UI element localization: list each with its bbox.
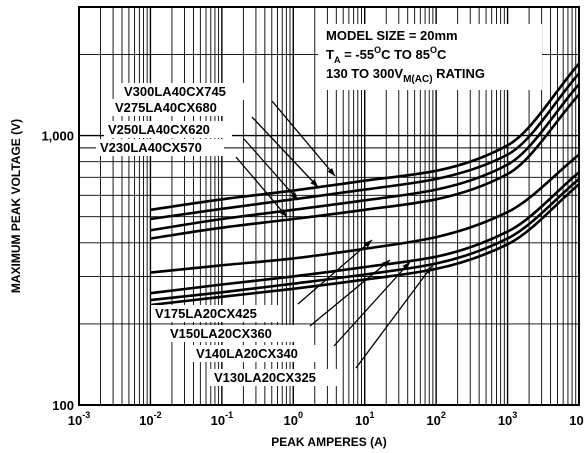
series-curves	[150, 62, 580, 307]
x-tick-label: 10-3	[68, 410, 90, 428]
x-tick-label: 104	[569, 410, 584, 428]
series-label-v250la40cx620: V250LA40CX620	[108, 122, 210, 137]
series-line-v230la40cx570	[150, 93, 580, 240]
series-arrow-v250la40cx620	[290, 192, 298, 200]
info-temp-t: T	[326, 47, 334, 62]
series-label-bg-v300la40cx745	[120, 83, 248, 100]
series-line-v130la20cx325	[150, 183, 580, 307]
info-rating: 130 TO 300VM(AC) RATING	[326, 66, 485, 85]
series-leader-v150la20cx360	[309, 259, 391, 327]
info-temp-end: C	[437, 47, 447, 62]
series-label-bg-v230la40cx570	[96, 139, 224, 156]
info-box-background	[318, 24, 542, 90]
series-label-v230la40cx570: V230LA40CX570	[100, 140, 202, 155]
info-rating-prefix: 130 TO 300V	[326, 66, 403, 81]
x-tick-label: 10-1	[211, 410, 233, 428]
x-tick-label: 103	[498, 410, 517, 428]
series-label-bg-v150la20cx360	[166, 325, 294, 342]
info-temperature: TA = -55OC TO 85OC	[326, 45, 447, 65]
series-line-v300la40cx745	[150, 62, 580, 212]
y-axis-title: MAXIMUM PEAK VOLTAGE (V)	[9, 119, 23, 293]
series-arrow-v140la20cx340	[402, 262, 410, 270]
info-temp-mid2: C TO 85	[381, 47, 430, 62]
info-temp-sub: A	[334, 55, 341, 65]
tick-labels: 10-3 10-2 10-1 100 101 102 103 104 100 1,000	[41, 129, 584, 428]
series-leader-v250la40cx620	[243, 138, 299, 201]
series-line-v150la20cx360	[150, 171, 580, 295]
series-label-v175la20cx425: V175LA20CX425	[155, 306, 257, 321]
y-tick-label: 1,000	[41, 129, 74, 144]
series-leader-v275la40cx680	[251, 116, 319, 188]
info-temp-sup1: O	[374, 45, 381, 55]
info-box: MODEL SIZE = 20mm TA = -55OC TO 85OC 130…	[318, 24, 542, 90]
series-label-v140la20cx340: V140LA20CX340	[196, 346, 298, 361]
plot-frame	[78, 6, 580, 406]
series-label-v130la20cx325: V130LA20CX325	[214, 370, 316, 385]
series-label-v275la40cx680: V275LA40CX680	[115, 100, 217, 115]
series-label-bg-v175la20cx425	[151, 305, 279, 322]
series-label-bg-v130la20cx325	[210, 369, 338, 386]
series-arrow-v230la40cx570	[279, 208, 287, 217]
series-label-v300la40cx745: V300LA40CX745	[124, 84, 226, 99]
series-arrow-v275la40cx680	[310, 179, 318, 187]
series-line-v140la20cx340	[150, 178, 580, 302]
x-tick-label: 102	[426, 410, 445, 428]
info-temp-mid1: = -55	[340, 47, 374, 62]
x-tick-label: 101	[355, 410, 374, 428]
series-label-v150la20cx360: V150LA20CX360	[170, 326, 272, 341]
series-label-bg-v250la40cx620	[104, 121, 232, 138]
series-leader-v175la20cx425	[297, 239, 373, 305]
x-axis-title: PEAK AMPERES (A)	[271, 435, 387, 449]
x-tick-label: 10-2	[139, 410, 161, 428]
series-line-v250la40cx620	[150, 83, 580, 232]
series-line-v275la40cx680	[150, 72, 580, 221]
series-arrow-v300la40cx745	[327, 167, 335, 176]
info-rating-end: RATING	[433, 66, 485, 81]
series-line-v175la20cx425	[150, 153, 580, 274]
series-leader-v130la20cx325	[355, 265, 433, 369]
series-leader-v140la20cx340	[333, 261, 411, 347]
info-temp-sup2: O	[430, 45, 437, 55]
y-tick-label: 100	[52, 398, 74, 413]
series-arrow-v130la20cx325	[424, 266, 432, 275]
series-leader-v230la40cx570	[235, 156, 288, 218]
x-tick-label: 100	[284, 410, 303, 428]
series-leader-v300la40cx745	[271, 100, 336, 177]
series-arrow-v175la20cx425	[363, 240, 372, 248]
series-label-bg-v275la40cx680	[111, 99, 239, 116]
series-label-bg-v140la20cx340	[192, 345, 320, 362]
info-model-size: MODEL SIZE = 20mm	[326, 28, 458, 43]
series-arrow-v150la20cx360	[381, 260, 390, 268]
info-rating-sub: M(AC)	[403, 74, 432, 85]
